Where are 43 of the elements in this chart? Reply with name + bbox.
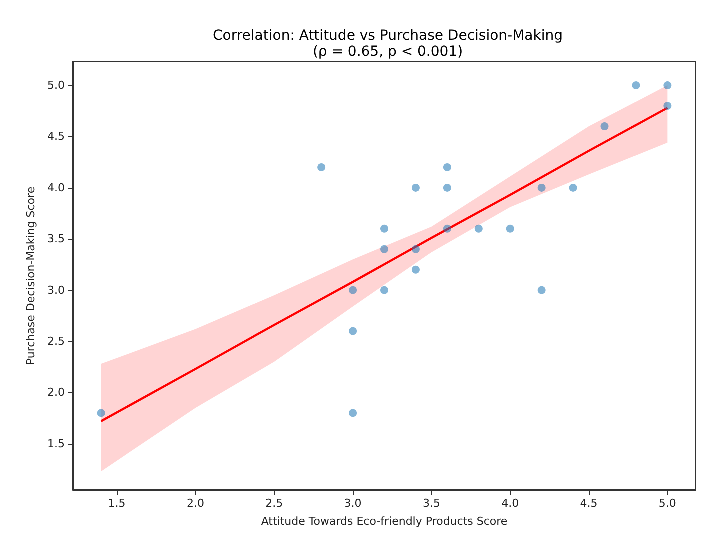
x-tick-label: 2.5	[266, 497, 284, 510]
point	[443, 163, 452, 172]
point	[380, 286, 388, 294]
x-tick-label: 5.0	[658, 497, 676, 510]
point	[600, 122, 609, 131]
y-tick-label: 3.5	[48, 232, 65, 246]
point	[538, 286, 546, 294]
x-tick-label: 2.0	[186, 497, 204, 510]
y-tick-label: 4.0	[48, 181, 65, 194]
point	[412, 245, 420, 254]
point	[474, 224, 483, 233]
point	[380, 224, 388, 233]
point	[412, 184, 420, 192]
chart-title: Correlation: Attitude vs Purchase Decision-Making	[213, 28, 563, 44]
x-tick-label: 3.5	[422, 497, 440, 510]
point	[97, 409, 106, 418]
point	[318, 163, 326, 172]
x-tick-label: 4.0	[502, 497, 520, 510]
x-tick-label: 4.5	[580, 497, 598, 510]
point	[349, 409, 358, 418]
y-tick-label: 3.0	[48, 284, 65, 297]
point	[664, 102, 672, 110]
point	[506, 224, 514, 233]
y-tick-label: 1.5	[48, 437, 65, 450]
y-axis-title: Purchase Decision-Making Score	[24, 186, 38, 366]
point	[349, 286, 358, 294]
x-tick-label: 1.5	[108, 497, 126, 510]
chart-subtitle: (ρ = 0.65, p < 0.001)	[312, 44, 464, 60]
point	[632, 82, 640, 90]
point	[349, 327, 358, 336]
y-tick-label: 5.0	[48, 79, 65, 92]
point	[538, 184, 546, 192]
point	[569, 184, 578, 192]
point	[380, 245, 388, 254]
point	[443, 224, 452, 233]
y-tick-label: 4.5	[48, 130, 65, 144]
point	[664, 82, 672, 90]
y-tick-label: 2.5	[48, 335, 65, 348]
point	[443, 184, 452, 192]
x-axis-title: Attitude Towards Eco-friendly Products Score	[261, 515, 508, 528]
y-tick-label: 2.0	[48, 386, 65, 400]
x-tick-label: 3.0	[344, 497, 362, 510]
point	[412, 266, 420, 274]
